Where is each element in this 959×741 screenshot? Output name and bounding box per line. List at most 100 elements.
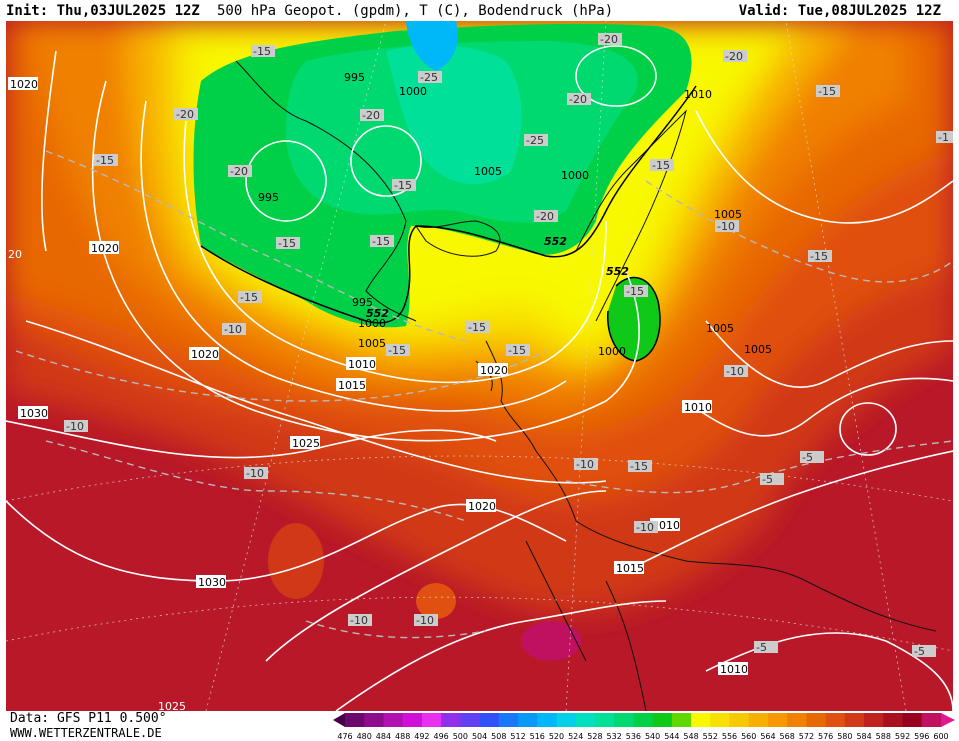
- temperature-label: -15: [808, 250, 832, 263]
- svg-text:-10: -10: [416, 614, 434, 627]
- pressure-label: 995: [344, 71, 365, 84]
- scale-swatch: [575, 713, 596, 727]
- scale-swatch: [825, 713, 846, 727]
- scale-swatch: [787, 713, 807, 727]
- svg-text:-15: -15: [468, 321, 486, 334]
- scale-tick-label: 516: [530, 732, 545, 741]
- temperature-label: -20: [228, 165, 252, 178]
- svg-text:-20: -20: [600, 33, 618, 46]
- scale-tick-label: 504: [472, 732, 487, 741]
- svg-text:-10: -10: [246, 467, 264, 480]
- scale-tick-label: 544: [664, 732, 679, 741]
- svg-text:-20: -20: [536, 210, 554, 223]
- temperature-label: -15: [816, 85, 840, 98]
- svg-text:-20: -20: [230, 165, 248, 178]
- svg-text:-15: -15: [626, 285, 644, 298]
- svg-text:1005: 1005: [744, 343, 772, 356]
- temperature-labels: -15 -20 -25 -20 -20 -20 -15 -20 -25 -20 …: [64, 33, 953, 658]
- svg-text:1010: 1010: [348, 358, 376, 371]
- temperature-label: -20: [723, 50, 747, 63]
- temperature-label: -15: [276, 237, 300, 250]
- temperature-label: -15: [251, 45, 275, 58]
- temperature-label: -15: [628, 460, 652, 473]
- svg-text:-15: -15: [652, 159, 670, 172]
- svg-text:-20: -20: [725, 50, 743, 63]
- svg-text:995: 995: [258, 191, 279, 204]
- temperature-label: -5: [800, 451, 824, 464]
- scale-tick-label: 496: [433, 732, 448, 741]
- geopotential-labels: 552 552 552: [366, 235, 629, 320]
- isotherms: [15, 150, 953, 639]
- pressure-label: 1010: [346, 357, 376, 371]
- pressure-label: 1030: [196, 575, 226, 589]
- pressure-label: 20: [8, 248, 22, 261]
- scale-tick-label: 556: [722, 732, 737, 741]
- svg-text:1025: 1025: [158, 700, 186, 711]
- scale-swatch: [748, 713, 769, 727]
- pressure-label: 1000: [598, 345, 626, 358]
- scale-swatch: [767, 713, 788, 727]
- pressure-label: 995: [352, 296, 373, 309]
- temperature-label: -10: [64, 420, 88, 433]
- temperature-label: -15: [650, 159, 674, 172]
- temperature-label: -15: [94, 154, 118, 167]
- geopotential-fill: [6, 21, 953, 711]
- temperature-label: -10: [348, 614, 372, 627]
- scale-swatch: [498, 713, 519, 727]
- svg-text:-10: -10: [350, 614, 368, 627]
- temperature-label: -15: [386, 344, 410, 357]
- pressure-label: 1020: [466, 499, 496, 513]
- init-time: Init: Thu,03JUL2025 12Z: [6, 3, 200, 19]
- scale-tick-label: 564: [760, 732, 775, 741]
- scale-swatch: [594, 713, 615, 727]
- svg-text:1030: 1030: [198, 576, 226, 589]
- scale-tick-label: 524: [568, 732, 583, 741]
- svg-text:-15: -15: [508, 344, 526, 357]
- svg-text:552: 552: [544, 235, 567, 248]
- temperature-label: -20: [598, 33, 622, 46]
- scale-swatch: [729, 713, 750, 727]
- temperature-label: -10: [634, 521, 658, 534]
- scale-swatch: [691, 713, 711, 727]
- temperature-label: -15: [370, 235, 394, 248]
- scale-tick-label: 520: [549, 732, 564, 741]
- temperature-label: -15: [466, 321, 490, 334]
- svg-text:552: 552: [366, 307, 389, 320]
- pressure-label: 1010: [682, 400, 712, 414]
- scale-swatch: [556, 713, 577, 727]
- svg-text:1005: 1005: [358, 337, 386, 350]
- svg-text:1015: 1015: [616, 562, 644, 575]
- color-scale-legend: 476 480 484 488 492 496 500 504 508 512 516 520 524 5…: [333, 713, 955, 741]
- svg-text:1020: 1020: [468, 500, 496, 513]
- pressure-label: 1020: [8, 77, 38, 91]
- svg-text:-5: -5: [762, 473, 773, 486]
- source-url: WWW.WETTERZENTRALE.DE: [10, 726, 162, 740]
- scale-tick-label: 572: [799, 732, 814, 741]
- scale-swatch: [364, 713, 384, 727]
- svg-text:-15: -15: [278, 237, 296, 250]
- scale-arrow-right: [941, 713, 955, 727]
- scale-tick-label: 552: [703, 732, 718, 741]
- pressure-label: 1025: [290, 436, 320, 450]
- svg-text:995: 995: [344, 71, 365, 84]
- svg-text:1020: 1020: [191, 348, 219, 361]
- svg-text:1025: 1025: [292, 437, 320, 450]
- svg-text:-5: -5: [756, 641, 767, 654]
- scale-swatch: [421, 713, 442, 727]
- pressure-label: 1015: [336, 378, 366, 392]
- svg-text:-10: -10: [717, 220, 735, 233]
- temperature-label: -20: [567, 93, 591, 106]
- svg-text:-15: -15: [240, 291, 258, 304]
- temperature-label: -10: [244, 467, 268, 480]
- svg-text:-15: -15: [253, 45, 271, 58]
- svg-text:-5: -5: [802, 451, 813, 464]
- pressure-label: 1025: [158, 700, 186, 711]
- pressure-label: 1020: [478, 363, 508, 377]
- scale-tick-label: 528: [587, 732, 602, 741]
- svg-text:1020: 1020: [10, 78, 38, 91]
- scale-swatch: [614, 713, 634, 727]
- scale-tick-label: 484: [376, 732, 391, 741]
- temperature-label: -15: [506, 344, 530, 357]
- scale-swatch: [479, 713, 500, 727]
- scale-tick-label: 588: [876, 732, 891, 741]
